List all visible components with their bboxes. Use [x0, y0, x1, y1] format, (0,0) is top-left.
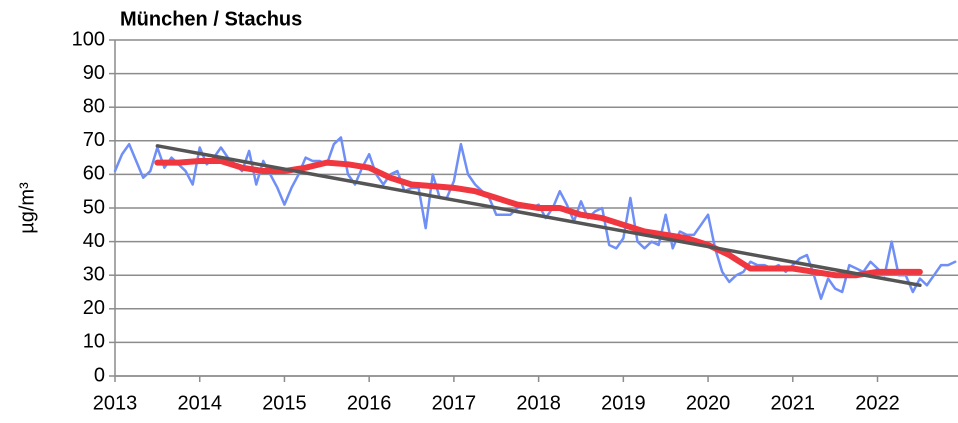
y-tick-label: 80	[83, 95, 105, 117]
y-tick-label: 10	[83, 331, 105, 353]
x-tick-label: 2015	[262, 392, 307, 414]
y-tick-label: 50	[83, 196, 105, 218]
x-tick-label: 2018	[516, 392, 561, 414]
y-tick-label: 0	[94, 364, 105, 386]
y-tick-label: 20	[83, 297, 105, 319]
y-tick-label: 70	[83, 129, 105, 151]
y-tick-label: 60	[83, 163, 105, 185]
x-tick-label: 2013	[93, 392, 138, 414]
y-tick-label: 90	[83, 62, 105, 84]
data-line	[155, 144, 922, 288]
x-tick-label: 2022	[855, 392, 900, 414]
chart-title: München / Stachus	[120, 8, 302, 30]
y-tick-label: 40	[83, 230, 105, 252]
data-line	[154, 157, 923, 279]
x-tick-label: 2017	[432, 392, 477, 414]
y-tick-label: 30	[83, 263, 105, 285]
x-tick-label: 2016	[347, 392, 392, 414]
y-tick-label: 100	[72, 28, 105, 50]
x-tick-label: 2019	[601, 392, 646, 414]
x-tick-label: 2014	[177, 392, 222, 414]
y-axis-label: µg/m³	[16, 182, 38, 234]
x-tick-label: 2020	[686, 392, 731, 414]
x-tick-label: 2021	[771, 392, 816, 414]
